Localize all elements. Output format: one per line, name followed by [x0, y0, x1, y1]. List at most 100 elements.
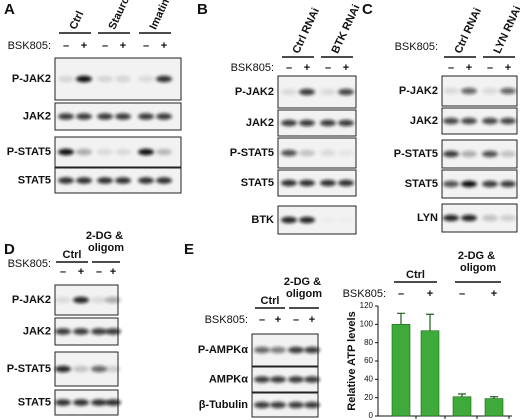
- band: [73, 365, 89, 373]
- treatment-label: BSK805:: [231, 62, 274, 74]
- band: [482, 117, 498, 125]
- y-tick-label: 40: [364, 374, 373, 383]
- lane-sign: –: [143, 40, 149, 52]
- y-tick-label: 120: [360, 301, 374, 310]
- row-label: STAT5: [18, 174, 51, 186]
- treatment-label: BSK805:: [8, 40, 51, 52]
- error-bar: [458, 393, 466, 397]
- band: [55, 328, 71, 335]
- band: [115, 75, 131, 83]
- band: [97, 148, 113, 156]
- row-label: P-STAT5: [7, 146, 51, 158]
- band: [76, 75, 92, 83]
- band: [304, 376, 320, 383]
- band: [500, 180, 516, 188]
- band: [338, 119, 354, 127]
- band: [482, 150, 498, 158]
- band: [320, 179, 336, 187]
- row-label: JAK2: [23, 110, 51, 122]
- row-label: JAK2: [23, 325, 51, 337]
- band: [138, 177, 154, 184]
- band: [76, 148, 92, 156]
- band: [91, 399, 107, 406]
- treatment-label: BSK805:: [8, 258, 51, 270]
- error-bar: [426, 313, 434, 331]
- group-label: Ctrl: [63, 249, 82, 261]
- band: [461, 180, 477, 188]
- band: [288, 346, 304, 354]
- row-label: P-STAT5: [230, 147, 274, 159]
- lane-sign: +: [309, 314, 315, 326]
- group-label: Ctrl: [261, 295, 280, 307]
- band: [281, 216, 297, 224]
- band: [299, 88, 315, 96]
- band: [338, 217, 354, 223]
- row-label: BTK: [251, 214, 274, 226]
- band: [58, 148, 74, 156]
- band: [76, 113, 92, 120]
- y-tick-label: 0: [369, 411, 374, 420]
- band: [299, 179, 315, 187]
- band: [138, 148, 154, 156]
- band: [500, 214, 516, 222]
- lane-sign: +: [81, 40, 87, 52]
- band: [443, 87, 459, 95]
- band: [461, 117, 477, 125]
- x-tick-label: –: [398, 288, 404, 300]
- band: [299, 216, 315, 224]
- group-label: Ctrl: [406, 269, 425, 281]
- band: [156, 113, 172, 120]
- lane-sign: +: [304, 62, 310, 74]
- lane-sign: +: [120, 40, 126, 52]
- panel-letter: D: [4, 241, 15, 258]
- panel-letter: E: [184, 241, 194, 258]
- band: [482, 180, 498, 188]
- lane-sign: –: [487, 62, 493, 74]
- band: [105, 365, 121, 373]
- row-label: LYN: [417, 212, 438, 224]
- band: [55, 399, 71, 406]
- band: [138, 75, 154, 83]
- band: [288, 376, 304, 383]
- row-label: P-JAK2: [12, 73, 51, 85]
- band: [270, 346, 286, 354]
- panel-letter: A: [4, 1, 15, 18]
- band: [320, 149, 336, 157]
- band: [105, 296, 121, 304]
- band: [500, 117, 516, 125]
- band: [105, 399, 121, 406]
- band: [443, 117, 459, 125]
- lane-sign: +: [161, 40, 167, 52]
- x-tick-label: +: [491, 288, 497, 300]
- band: [443, 150, 459, 158]
- band: [76, 177, 92, 184]
- band: [304, 346, 320, 354]
- group-label: 2-DG & oligom: [458, 250, 498, 274]
- band: [443, 180, 459, 188]
- band: [156, 75, 172, 83]
- band: [254, 346, 270, 354]
- y-tick-label: 80: [364, 338, 373, 347]
- row-label: P-STAT5: [394, 148, 438, 160]
- row-label: AMPKα: [209, 373, 248, 385]
- lane-sign: –: [60, 266, 66, 278]
- treatment-label: BSK805:: [395, 41, 438, 53]
- x-tick-label: –: [459, 288, 465, 300]
- lane-sign: –: [63, 40, 69, 52]
- band: [270, 401, 286, 409]
- row-label: P-STAT5: [7, 363, 51, 375]
- y-tick-label: 100: [360, 319, 374, 328]
- lane-sign: +: [275, 314, 281, 326]
- band: [338, 179, 354, 187]
- band: [91, 296, 107, 304]
- row-label: STAT5: [405, 178, 438, 190]
- lane-sign: +: [78, 266, 84, 278]
- band: [55, 365, 71, 373]
- band: [58, 75, 74, 83]
- lane-sign: –: [293, 314, 299, 326]
- band: [156, 148, 172, 156]
- band: [97, 177, 113, 184]
- band: [270, 376, 286, 383]
- error-bar: [397, 312, 405, 325]
